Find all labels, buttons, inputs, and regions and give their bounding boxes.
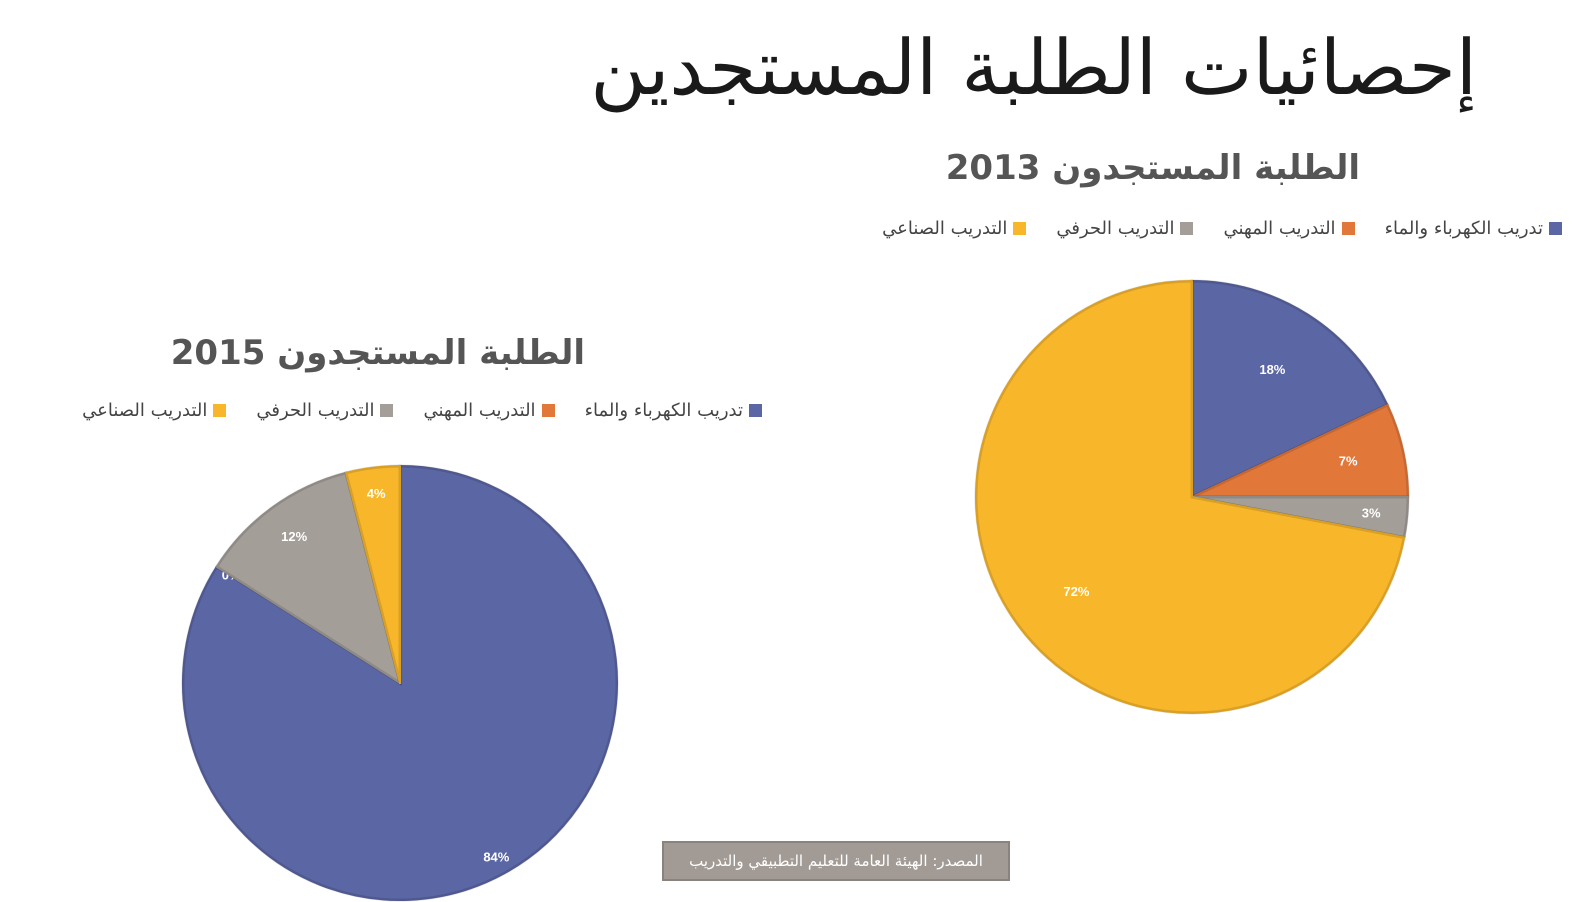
pie-data-label: 18% [1259,362,1285,377]
chart-2013-legend: تدريب الكهرباء والماء التدريب المهني الت… [882,218,1562,239]
legend-swatch [749,404,762,417]
legend-item-industrial: التدريب الصناعي [882,218,1027,239]
chart-2015-legend: تدريب الكهرباء والماء التدريب المهني الت… [82,400,762,421]
pie-slice-edge [214,470,403,687]
legend-item-industrial: التدريب الصناعي [82,400,227,421]
page-title: إحصائيات الطلبة المستجدين [590,23,1477,112]
legend-item-electric-water: تدريب الكهرباء والماء [1385,218,1562,239]
pie-slice [215,471,401,684]
pie-data-label: 12% [281,529,307,544]
legend-label: التدريب الحرفي [1056,218,1175,239]
legend-label: التدريب المهني [423,400,536,421]
legend-item-craft: التدريب الحرفي [256,400,394,421]
legend-label: تدريب الكهرباء والماء [584,400,743,421]
legend-item-craft: التدريب الحرفي [1056,218,1194,239]
source-note: المصدر: الهيئة العامة للتعليم التطبيقي و… [662,841,1010,881]
legend-item-vocational: التدريب المهني [1223,218,1355,239]
legend-swatch [1013,222,1027,235]
chart-2015-title: الطلبة المستجدون 2015 [170,333,585,373]
legend-swatch [1549,222,1562,235]
legend-item-vocational: التدريب المهني [423,400,555,421]
legend-label: التدريب المهني [1223,218,1336,239]
legend-swatch [1341,222,1355,235]
pie-data-label: 84% [483,850,509,865]
legend-swatch [213,404,227,417]
legend-swatch [541,404,555,417]
pie-data-label: 7% [1339,454,1358,469]
legend-swatch [1180,222,1194,235]
pie-slice-edge [181,464,619,902]
legend-swatch [380,404,394,417]
chart-2013-title: الطلبة المستجدون 2013 [945,148,1360,188]
legend-item-electric-water: تدريب الكهرباء والماء [585,400,762,421]
legend-label: التدريب الصناعي [82,400,208,421]
pie-slice-edge [974,279,1406,715]
pie-data-label: 4% [367,486,386,501]
pie-slice-edge [344,464,402,684]
pie-slice [975,280,1406,714]
pie-slice [1191,280,1389,498]
legend-label: التدريب الصناعي [882,218,1008,239]
pie-slice-edge [1190,279,1390,500]
pie-slice [345,465,401,684]
legend-label: التدريب الحرفي [256,400,375,421]
pie-data-label: 72% [1063,584,1089,599]
legend-label: تدريب الكهرباء والماء [1384,218,1543,239]
pie-data-label: 3% [1362,505,1381,520]
